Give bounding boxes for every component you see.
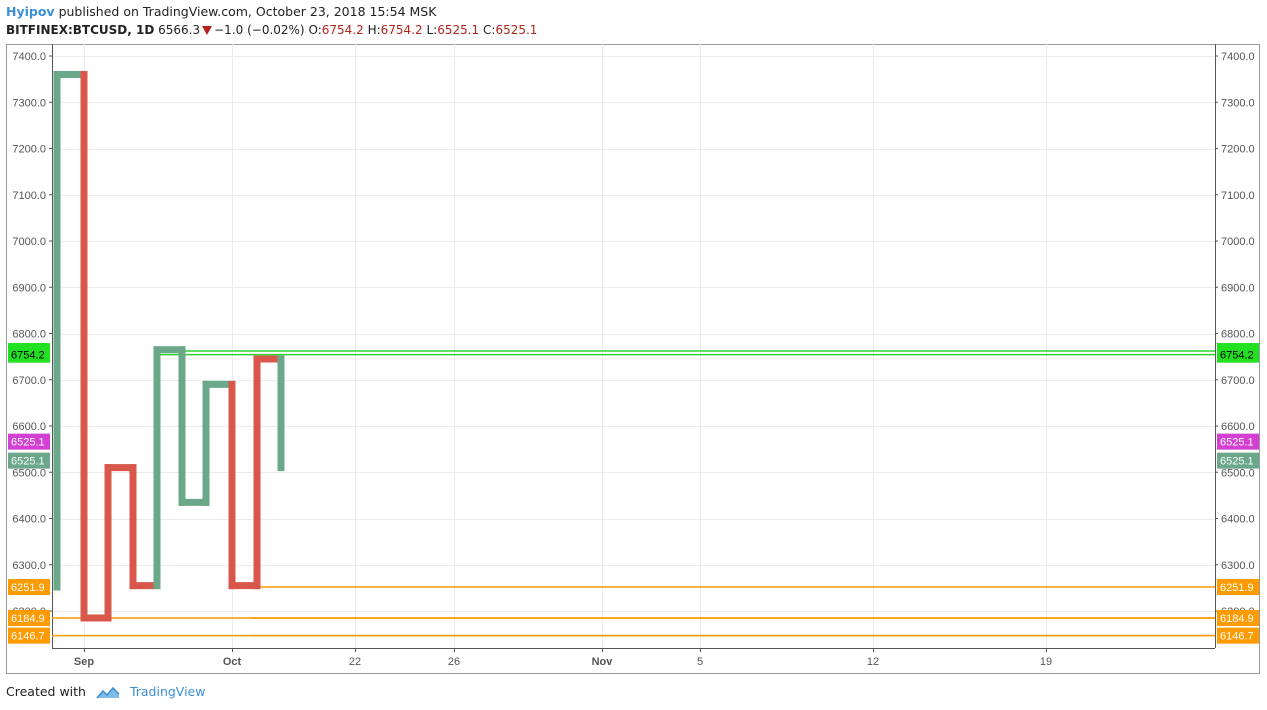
y-tick-label-left: 7200.0 <box>12 144 46 156</box>
y-tick-label-right: 7200.0 <box>1221 144 1255 156</box>
x-tick-label: 19 <box>1040 656 1052 668</box>
published-text: published on TradingView.com, October 23… <box>58 4 437 19</box>
y-tick-label-right: 6500.0 <box>1221 467 1255 479</box>
price-tag-right: 6525.1 <box>1217 452 1259 469</box>
price-tag-label: 6146.7 <box>11 631 45 643</box>
y-tick-label-left: 6700.0 <box>12 375 46 387</box>
y-tick-label-left: 7100.0 <box>12 190 46 202</box>
y-tick-label-right: 7400.0 <box>1221 51 1255 63</box>
low-label: L: <box>426 23 438 37</box>
y-tick-label-right: 7300.0 <box>1221 97 1255 109</box>
price-tag-left: 6146.7 <box>8 627 50 644</box>
price-tag-right: 6525.1 <box>1217 433 1259 450</box>
price-tag-label: 6754.2 <box>11 350 45 362</box>
price-change: −1.0 (−0.02%) <box>214 23 305 37</box>
price-tag-label: 6251.9 <box>11 582 45 594</box>
price-tag-bg <box>8 452 50 469</box>
y-tick-label-right: 7000.0 <box>1221 236 1255 248</box>
price-tag-bg <box>8 627 50 644</box>
close-label: C: <box>483 23 496 37</box>
high-label: H: <box>367 23 381 37</box>
low-value: 6525.1 <box>437 23 480 37</box>
symbol-name[interactable]: BITFINEX:BTCUSD, 1D <box>6 23 155 37</box>
footer: Created with TradingView <box>6 684 205 700</box>
x-tick-label: 5 <box>697 656 703 668</box>
price-tag-label: 6146.7 <box>1220 631 1254 643</box>
y-tick-label-right: 6900.0 <box>1221 282 1255 294</box>
price-tag-bg <box>1217 627 1259 644</box>
last-price: 6566.3 <box>158 23 201 37</box>
y-tick-label-right: 6700.0 <box>1221 375 1255 387</box>
price-tag-label: 6251.9 <box>1220 582 1254 594</box>
price-tag-bg <box>8 346 50 363</box>
price-tag-label: 6525.1 <box>1220 456 1254 468</box>
price-tag-label: 6754.2 <box>1220 350 1254 362</box>
open-value: 6754.2 <box>321 23 364 37</box>
x-tick-label: 26 <box>448 656 460 668</box>
price-tag-label: 6525.1 <box>1220 437 1254 449</box>
y-tick-label-right: 6400.0 <box>1221 514 1255 526</box>
y-tick-label-left: 6500.0 <box>12 467 46 479</box>
price-tag-label: 6525.1 <box>11 456 45 468</box>
tradingview-logo-icon <box>96 686 120 698</box>
price-tag-left: 6251.9 <box>8 578 50 595</box>
symbol-line: BITFINEX:BTCUSD, 1D 6566.3 −1.0 (−0.02%) … <box>6 21 537 39</box>
open-label: O: <box>308 23 322 37</box>
y-tick-label-right: 6800.0 <box>1221 329 1255 341</box>
price-tag-left: 6525.1 <box>8 452 50 469</box>
x-tick-label: Sep <box>74 656 94 668</box>
close-value: 6525.1 <box>495 23 538 37</box>
price-tag-left: 6525.1 <box>8 433 50 450</box>
y-tick-label-left: 7400.0 <box>12 51 46 63</box>
price-tag-bg <box>1217 578 1259 595</box>
y-tick-label-left: 6300.0 <box>12 560 46 572</box>
grid-lines <box>52 44 1215 648</box>
price-tag-label: 6184.9 <box>11 613 45 625</box>
price-tag-bg <box>8 433 50 450</box>
price-tag-bg <box>1217 452 1259 469</box>
y-tick-label-right: 6300.0 <box>1221 560 1255 572</box>
chart-frame <box>6 44 1260 674</box>
x-tick-label: Oct <box>223 656 242 668</box>
price-tag-bg <box>8 578 50 595</box>
kagi-chart[interactable]: 7400.0 7400.0 7300.0 7300.0 7200.0 7200.0 7100… <box>0 0 1267 680</box>
price-tag-right: 6184.9 <box>1217 609 1259 626</box>
price-tag-bg <box>8 609 50 626</box>
x-tick-label: 12 <box>867 656 879 668</box>
publish-line: Hyipov published on TradingView.com, Oct… <box>6 3 537 21</box>
y-tick-label-left: 6600.0 <box>12 421 46 433</box>
x-tick-label: Nov <box>592 656 614 668</box>
y-tick-label-left: 7000.0 <box>12 236 46 248</box>
price-tag-left: 6184.9 <box>8 609 50 626</box>
price-tag-left: 6754.2 <box>8 346 50 363</box>
price-tag-label: 6525.1 <box>11 437 45 449</box>
chart-header: Hyipov published on TradingView.com, Oct… <box>6 3 537 39</box>
high-value: 6754.2 <box>380 23 423 37</box>
price-tag-bg <box>1217 609 1259 626</box>
created-with-text: Created with <box>6 684 86 699</box>
y-tick-label-right: 6600.0 <box>1221 421 1255 433</box>
price-tag-right: 6146.7 <box>1217 627 1259 644</box>
price-tag-right: 6754.2 <box>1217 346 1259 363</box>
price-tag-right: 6251.9 <box>1217 578 1259 595</box>
down-arrow-icon <box>202 26 213 35</box>
price-tag-bg <box>1217 433 1259 450</box>
tradingview-link[interactable]: TradingView <box>129 684 206 699</box>
y-tick-label-right: 7100.0 <box>1221 190 1255 202</box>
price-tag-label: 6184.9 <box>1220 613 1254 625</box>
y-tick-label-left: 6400.0 <box>12 514 46 526</box>
x-tick-label: 22 <box>349 656 361 668</box>
author-link[interactable]: Hyipov <box>6 4 55 19</box>
y-tick-label-left: 6800.0 <box>12 329 46 341</box>
y-tick-label-left: 6900.0 <box>12 282 46 294</box>
y-tick-label-left: 7300.0 <box>12 97 46 109</box>
price-tag-bg <box>1217 346 1259 363</box>
kagi-series <box>53 71 285 622</box>
